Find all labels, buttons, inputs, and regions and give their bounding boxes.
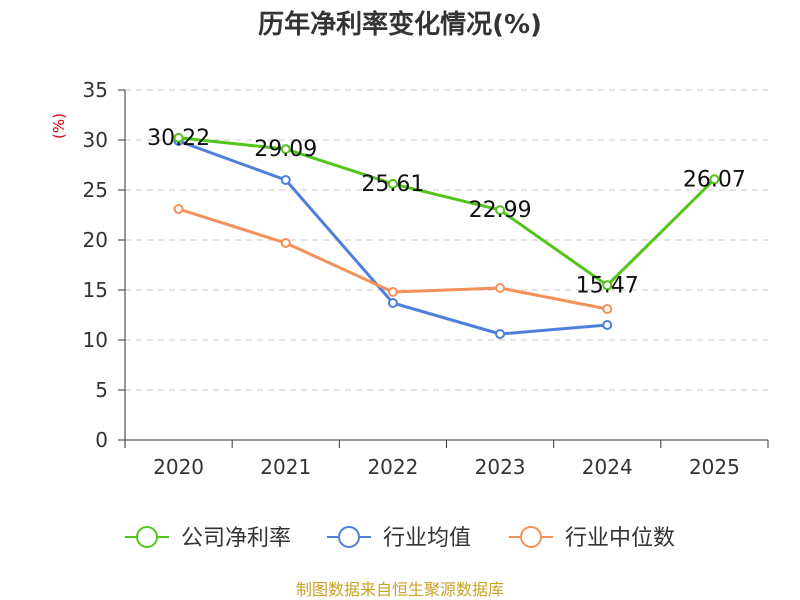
- y-axis-label: (%): [50, 113, 68, 139]
- series-layer: [173, 132, 720, 339]
- x-tick-label: 2023: [475, 455, 526, 479]
- series-point: [280, 144, 291, 155]
- series-point: [602, 304, 613, 314]
- legend-item[interactable]: 行业均值: [327, 526, 471, 551]
- data-label: 22.99: [469, 198, 532, 223]
- x-tick-label: 2022: [367, 455, 418, 479]
- legend[interactable]: 公司净利率 行业均值 行业中位数: [125, 526, 675, 551]
- series-point: [495, 283, 506, 293]
- data-labels: 30.22 29.09 25.61 22.99 15.47 26.07: [147, 126, 746, 298]
- series-point: [495, 205, 506, 216]
- legend-marker-icon: [520, 526, 542, 548]
- y-tick-label: 30: [83, 128, 108, 152]
- series-point: [387, 178, 398, 189]
- x-tick-label: 2020: [153, 455, 204, 479]
- data-label: 15.47: [576, 273, 639, 298]
- series-point: [387, 287, 398, 297]
- series-point: [602, 280, 613, 291]
- x-tick-label: 2025: [689, 455, 740, 479]
- x-tick-label: 2024: [582, 455, 633, 479]
- data-label: 25.61: [361, 172, 424, 197]
- legend-marker-icon: [136, 526, 158, 548]
- legend-label: 行业均值: [383, 526, 471, 551]
- series-point: [173, 132, 184, 143]
- legend-label: 公司净利率: [181, 526, 291, 551]
- y-tick-label: 25: [83, 178, 108, 202]
- legend-item[interactable]: 公司净利率: [125, 526, 291, 551]
- y-tick-label: 35: [83, 78, 108, 102]
- data-label: 30.22: [147, 126, 210, 151]
- x-tick-label: 2021: [260, 455, 311, 479]
- y-tick-label: 5: [95, 378, 108, 402]
- grid-lines: [125, 89, 768, 391]
- series-point: [173, 204, 184, 214]
- series-point: [602, 320, 613, 330]
- series-point: [495, 329, 506, 339]
- series-point: [709, 174, 720, 185]
- y-tick-label: 15: [83, 278, 108, 302]
- legend-label: 行业中位数: [565, 526, 675, 551]
- series-line: [178, 136, 716, 287]
- series-point: [280, 238, 291, 248]
- legend-item[interactable]: 行业中位数: [509, 526, 675, 551]
- data-label: 26.07: [683, 167, 746, 192]
- data-source-note: 制图数据来自恒生聚源数据库: [296, 580, 504, 599]
- series-point: [280, 175, 291, 185]
- series-point: [387, 298, 398, 308]
- y-tick-label: 20: [83, 228, 108, 252]
- y-tick-label: 10: [83, 328, 108, 352]
- data-label: 29.09: [254, 137, 317, 162]
- chart-title: 历年净利率变化情况(%): [258, 9, 542, 40]
- y-tick-label: 0: [95, 428, 108, 452]
- legend-marker-icon: [338, 526, 360, 548]
